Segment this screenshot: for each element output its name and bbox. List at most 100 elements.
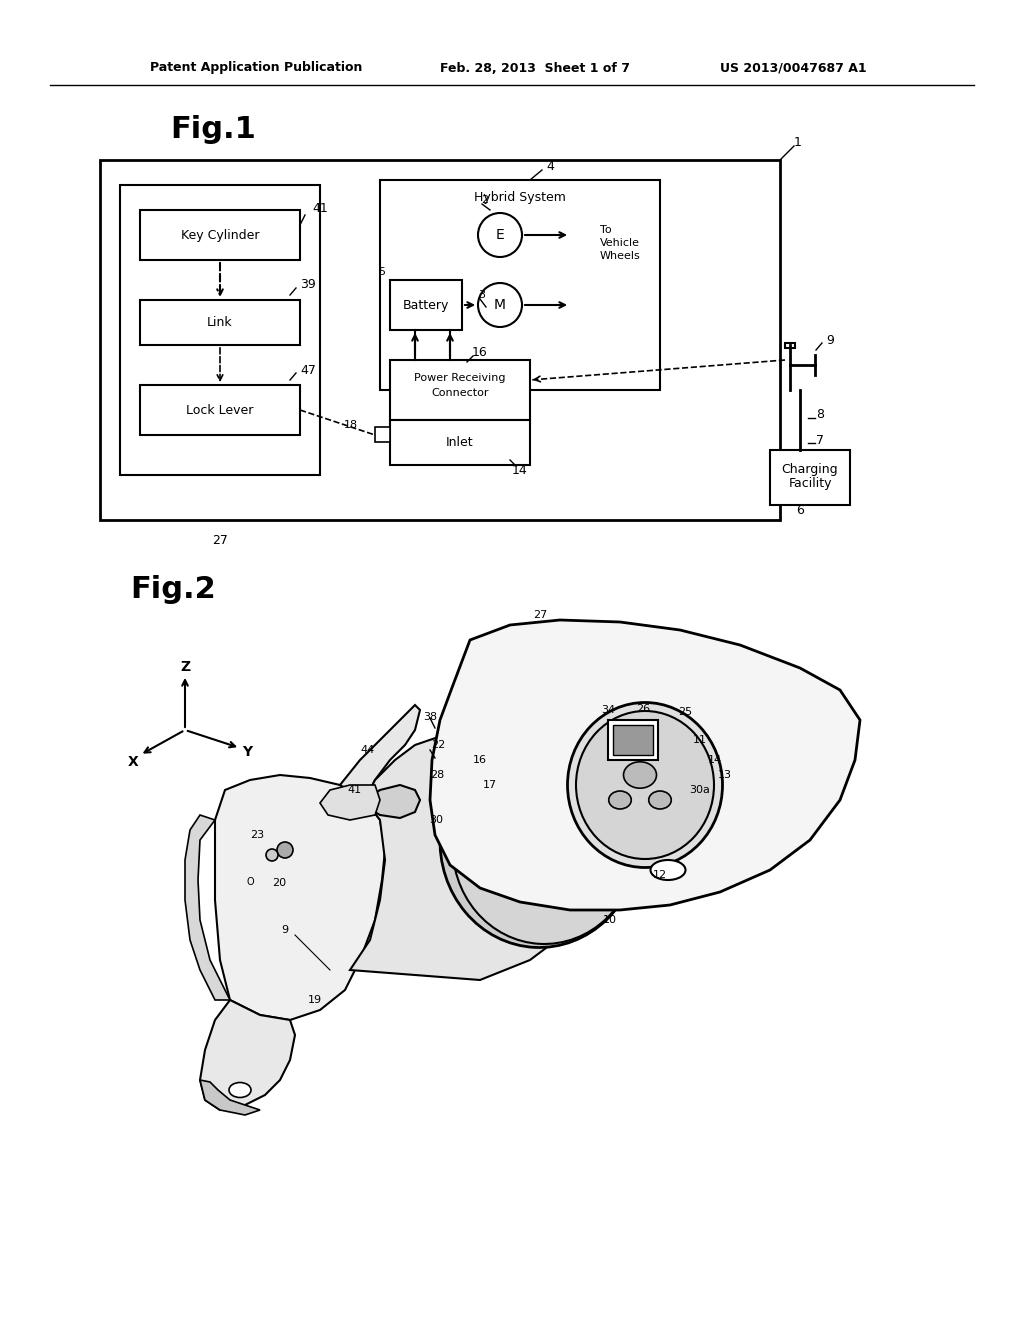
Text: 9: 9: [282, 925, 289, 935]
Bar: [500, 775, 545, 810]
Text: US 2013/0047687 A1: US 2013/0047687 A1: [720, 62, 866, 74]
Text: 12: 12: [653, 870, 667, 880]
Text: Battery: Battery: [402, 298, 450, 312]
Text: 27: 27: [532, 610, 547, 620]
Text: 3: 3: [478, 290, 485, 300]
Polygon shape: [340, 705, 420, 800]
Ellipse shape: [520, 816, 550, 834]
Ellipse shape: [501, 849, 519, 861]
Text: 39: 39: [300, 279, 315, 292]
Text: 17: 17: [483, 780, 497, 789]
Text: Patent Application Publication: Patent Application Publication: [150, 62, 362, 74]
Polygon shape: [200, 1080, 260, 1115]
Text: 16: 16: [472, 346, 487, 359]
Circle shape: [478, 282, 522, 327]
Ellipse shape: [278, 842, 293, 858]
Text: 27: 27: [212, 533, 228, 546]
Text: 1: 1: [794, 136, 802, 149]
Text: Fig.1: Fig.1: [170, 116, 256, 144]
Ellipse shape: [608, 791, 631, 809]
Text: 6: 6: [796, 503, 804, 516]
Bar: [785, 343, 795, 348]
Text: 19: 19: [308, 995, 323, 1005]
Text: 20: 20: [272, 878, 286, 888]
Text: 16: 16: [473, 755, 487, 766]
Text: 4: 4: [546, 160, 554, 173]
Circle shape: [478, 213, 522, 257]
Text: Key Cylinder: Key Cylinder: [181, 228, 259, 242]
Bar: [120, 185, 319, 475]
Ellipse shape: [460, 735, 621, 906]
Text: Power Receiving: Power Receiving: [415, 374, 506, 383]
Text: 28: 28: [430, 770, 444, 780]
Text: Vehicle: Vehicle: [600, 238, 640, 248]
Bar: [608, 719, 658, 760]
Text: 7: 7: [816, 433, 824, 446]
Text: Facility: Facility: [788, 478, 831, 491]
Text: Hybrid System: Hybrid System: [474, 191, 566, 205]
Polygon shape: [215, 775, 385, 1020]
Text: 26: 26: [636, 704, 650, 714]
Ellipse shape: [567, 702, 723, 867]
Ellipse shape: [229, 1082, 251, 1097]
Ellipse shape: [528, 866, 542, 874]
Bar: [140, 385, 300, 436]
Text: Link: Link: [207, 317, 232, 330]
Text: 11: 11: [693, 735, 707, 744]
Text: 8: 8: [816, 408, 824, 421]
Ellipse shape: [440, 733, 640, 948]
Text: Fig.2: Fig.2: [130, 576, 216, 605]
Ellipse shape: [475, 750, 615, 900]
Bar: [390, 420, 530, 465]
Ellipse shape: [650, 861, 685, 880]
Text: 5: 5: [379, 267, 385, 277]
Ellipse shape: [453, 746, 638, 944]
Bar: [140, 300, 300, 345]
Ellipse shape: [575, 711, 714, 859]
Text: 9: 9: [826, 334, 834, 346]
Ellipse shape: [551, 849, 569, 861]
Polygon shape: [350, 730, 610, 979]
Text: 13: 13: [718, 770, 732, 780]
Text: Y: Y: [242, 744, 252, 759]
Text: To: To: [600, 224, 611, 235]
Bar: [390, 360, 530, 420]
Text: 10: 10: [603, 915, 617, 925]
Bar: [613, 725, 653, 755]
Text: 38: 38: [423, 711, 437, 722]
Text: 22: 22: [431, 741, 445, 750]
Text: O: O: [246, 876, 254, 887]
Text: 2: 2: [481, 195, 488, 205]
Text: 30a: 30a: [689, 785, 711, 795]
Text: 18: 18: [344, 420, 358, 430]
Bar: [140, 210, 300, 260]
Bar: [770, 450, 850, 506]
Bar: [390, 280, 462, 330]
Ellipse shape: [624, 762, 656, 788]
Ellipse shape: [480, 772, 600, 898]
Polygon shape: [430, 620, 860, 909]
Ellipse shape: [266, 849, 278, 861]
Text: 14: 14: [708, 755, 722, 766]
Polygon shape: [365, 785, 420, 818]
Text: 41: 41: [348, 785, 362, 795]
Text: Connector: Connector: [431, 388, 488, 399]
Ellipse shape: [649, 791, 672, 809]
Bar: [375, 426, 390, 442]
Text: 41: 41: [312, 202, 328, 214]
Text: Inlet: Inlet: [446, 437, 474, 450]
Text: 25: 25: [678, 708, 692, 717]
Text: E: E: [496, 228, 505, 242]
Text: Wheels: Wheels: [600, 251, 641, 261]
Text: 14: 14: [512, 463, 528, 477]
Text: Feb. 28, 2013  Sheet 1 of 7: Feb. 28, 2013 Sheet 1 of 7: [440, 62, 630, 74]
Text: Charging: Charging: [781, 462, 839, 475]
Text: Lock Lever: Lock Lever: [186, 404, 254, 417]
Text: 34: 34: [601, 705, 615, 715]
Text: 47: 47: [300, 363, 316, 376]
Text: X: X: [128, 755, 138, 770]
Bar: [100, 160, 780, 520]
Text: M: M: [494, 298, 506, 312]
Polygon shape: [185, 814, 230, 1001]
Bar: [380, 180, 660, 389]
